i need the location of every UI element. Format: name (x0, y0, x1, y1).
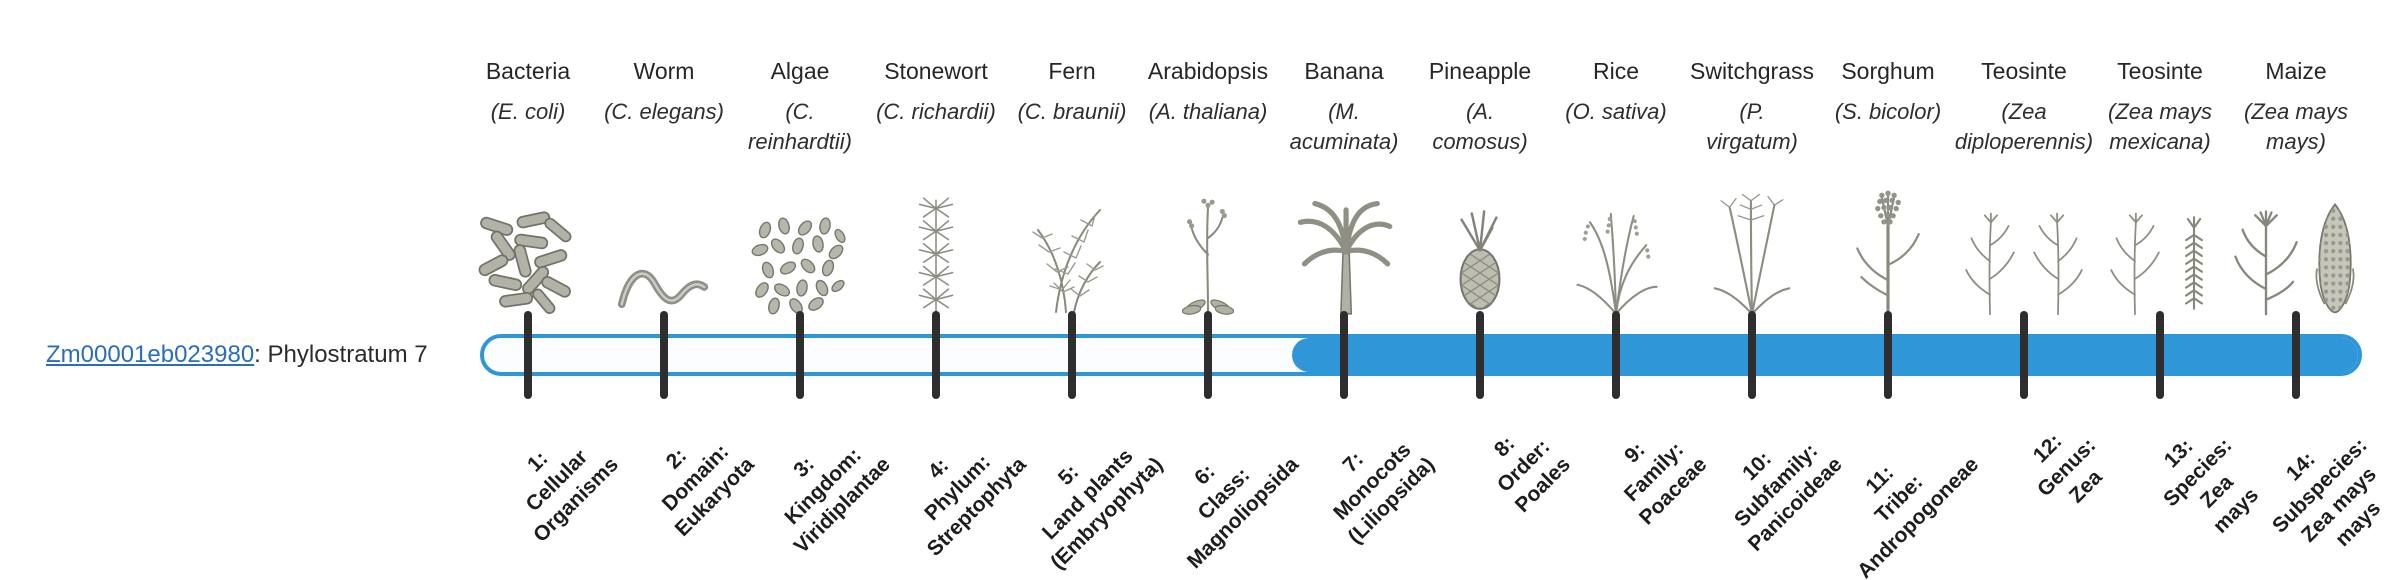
teosinte-icon (1959, 210, 2021, 316)
phylostratum-label-text: 3: Kingdom: Viridiplantae (780, 443, 895, 558)
phylostratum-label-text: 12: Genus: Zea (2028, 429, 2107, 508)
phylostrata-bar (480, 334, 2362, 376)
phylostratum-tick (1204, 311, 1212, 399)
phylostratum-tick (2156, 311, 2164, 399)
organism-illustration (1402, 168, 1558, 316)
organism-common-name: Rice (1592, 58, 1639, 84)
phylostratum-tick (1340, 311, 1348, 399)
organism-scientific-name: (E. coli) (490, 99, 566, 124)
organism-illustration (722, 168, 878, 316)
phylostratum-tick (524, 311, 532, 399)
phylostratum-label-text: 5: Land plants (Embryophyta) (1037, 444, 1167, 574)
phylostratum-label-text: 6: Class: Magnoliopsida (1182, 452, 1303, 573)
phylostratum-tick (796, 311, 804, 399)
organism-common-name: Stonewort (884, 58, 988, 84)
phylostratum-label-text: 13: Species: Zea mays (2158, 433, 2263, 538)
organism-common-name: Fern (1048, 58, 1096, 84)
organism-common-name: Arabidopsis (1147, 58, 1269, 84)
organism-scientific-name: (C. braunii) (1017, 99, 1127, 124)
organism-common-name: Teosinte (2117, 58, 2203, 84)
organism-illustration (1674, 168, 1830, 316)
algae-icon (750, 216, 850, 316)
organism-common-name: Bacteria (485, 58, 571, 84)
organism-scientific-name: (C. reinhardtii) (748, 99, 852, 154)
organism-common-name: Pineapple (1428, 58, 1532, 84)
organism-illustration (450, 168, 606, 316)
organism-scientific-name: (O. sativa) (1565, 99, 1667, 124)
phylostratum-tick (1476, 311, 1484, 399)
phylostratum-tick (2020, 311, 2028, 399)
corn-cob-icon (2308, 199, 2362, 316)
organism-scientific-name: (Zea mays mexicana) (2108, 99, 2212, 154)
phylostratum-label-text: 14: Subspecies: Zea mays mays (2268, 433, 2386, 551)
organism-common-name: Banana (1304, 58, 1384, 84)
organism-scientific-name: (C. elegans) (604, 99, 724, 124)
organism-illustration (1946, 168, 2102, 316)
organism-common-name: Worm (633, 58, 695, 84)
organism-scientific-name: (M. acuminata) (1289, 99, 1399, 154)
sorghum-icon (1847, 183, 1929, 316)
gene-id-link[interactable]: Zm00001eb023980 (46, 341, 255, 368)
organism-scientific-name: (A. comosus) (1432, 99, 1528, 154)
phylostratum-label-text: 7: Monocots (Liliopsida) (1329, 438, 1439, 549)
organism-scientific-name: (P. virgatum) (1706, 99, 1798, 154)
phylostratum-tick (1068, 311, 1076, 399)
organism-illustration (1810, 168, 1966, 316)
phylostratum-tick (1884, 311, 1892, 399)
organism-illustration (1266, 168, 1422, 316)
rice-icon (1569, 191, 1663, 316)
bacteria-icon (474, 208, 582, 316)
teosinte-spike-icon (2172, 210, 2216, 316)
phylostratum-label-text: 11: Tribe: Andropogoneae (1852, 452, 1983, 580)
organism-common-name: Sorghum (1841, 58, 1935, 84)
phylostratum-label-text: 2: Domain: Eukaryota (658, 439, 759, 541)
phylostratum-label-text: 4: Phylum: Streptophyta (920, 450, 1031, 561)
phylostrata-bar-fill (1292, 338, 2358, 372)
organism-common-name: Maize (2265, 58, 2327, 84)
teosinte-icon (2104, 210, 2166, 316)
organism-scientific-name: (C. richardii) (876, 99, 996, 124)
organism-illustration (2218, 168, 2374, 316)
maize-icon (2230, 199, 2302, 316)
organism-illustration (858, 168, 1014, 316)
organism-common-name: Switchgrass (1690, 58, 1814, 84)
organism-common-name: Algae (770, 58, 830, 84)
organism-illustration (1538, 168, 1694, 316)
organism-scientific-name: (Zea diploperennis) (1954, 99, 2094, 154)
stonewort-icon (905, 192, 967, 316)
arabidopsis-icon (1167, 193, 1249, 316)
organism-illustration (994, 168, 1150, 316)
organism-common-name: Teosinte (1981, 58, 2067, 84)
banana-icon (1292, 191, 1396, 316)
organism-scientific-name: (S. bicolor) (1834, 99, 1942, 124)
phylostratum-label-text: 9: Family: Poaceae (1619, 437, 1711, 530)
organism-illustration (2082, 168, 2238, 316)
phylostratum-label-text: 1: Cellular Organisms (521, 445, 623, 547)
phylostratum-tick (660, 311, 668, 399)
phylostratum-tick (932, 311, 940, 399)
gene-label: Zm00001eb023980: Phylostratum 7 (46, 341, 428, 369)
organism-scientific-name: (A. thaliana) (1148, 99, 1268, 124)
organism-illustration (1130, 168, 1286, 316)
worm-icon (616, 258, 712, 316)
gene-phylostratum-text: : Phylostratum 7 (254, 341, 428, 368)
phylostratum-label-text: 8: Order: Poales (1490, 432, 1575, 517)
phylostratum-tick (1612, 311, 1620, 399)
switchgrass-icon (1704, 188, 1800, 316)
pineapple-icon (1439, 193, 1521, 316)
teosinte-icon (2027, 210, 2089, 316)
phylostratum-tick (2292, 311, 2300, 399)
organism-scientific-name: (Zea mays mays) (2244, 99, 2348, 154)
phylostratum-tick (1748, 311, 1756, 399)
fern-icon (1022, 196, 1122, 316)
organism-illustration (586, 168, 742, 316)
